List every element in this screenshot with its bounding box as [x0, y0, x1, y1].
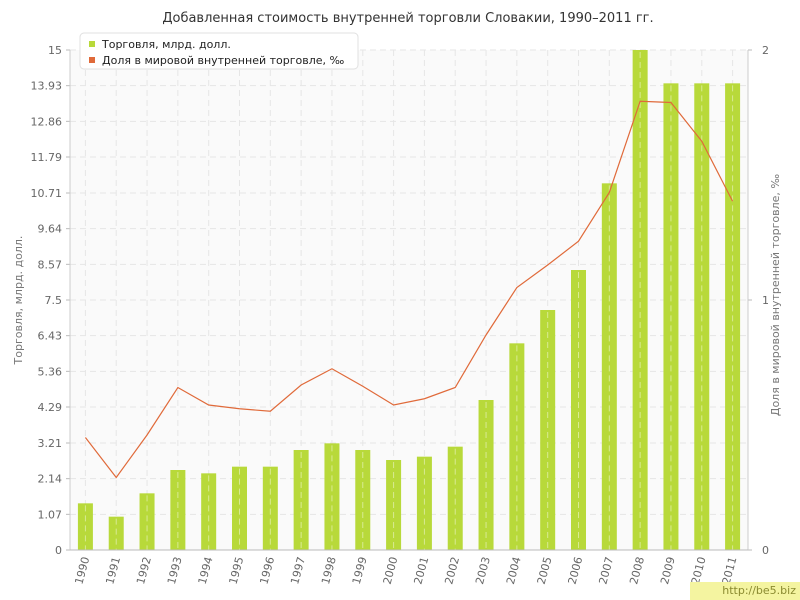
bar-series: [77, 50, 741, 551]
bar: [201, 473, 217, 550]
y-tick-label: 13.93: [31, 80, 63, 93]
y-tick-label: 5.36: [38, 365, 63, 378]
bar: [478, 400, 494, 550]
x-tick-label: 2009: [658, 555, 678, 585]
bar: [232, 466, 247, 550]
watermark: http://be5.biz: [690, 582, 800, 600]
x-tick-label: 2007: [596, 555, 616, 585]
y-tick-label: 10.71: [31, 187, 63, 200]
x-tick-label: 2004: [504, 555, 524, 585]
y-tick-label: 15: [48, 44, 62, 57]
x-tick-label: 1995: [227, 555, 247, 585]
chart-title: Добавленная стоимость внутренней торговл…: [162, 11, 653, 26]
legend-swatch: [89, 41, 95, 47]
line-path: [84, 100, 734, 479]
x-tick-label: 1990: [73, 555, 93, 585]
y2-tick-label: 1: [762, 294, 769, 307]
x-tick-label: 2005: [535, 555, 555, 585]
y-tick-label: 11.79: [31, 151, 63, 164]
x-tick-label: 1997: [288, 555, 308, 585]
y-tick-label: 2.14: [38, 473, 63, 486]
y-tick-label: 8.57: [38, 258, 63, 271]
bar: [355, 450, 371, 550]
legend-label: Торговля, млрд. долл.: [101, 38, 231, 51]
y-tick-label: 0: [55, 544, 62, 557]
legend: Торговля, млрд. долл. Доля в мировой внут…: [79, 32, 359, 70]
bar: [77, 503, 93, 550]
bar: [540, 310, 556, 550]
y-tick-label: 6.43: [38, 330, 63, 343]
x-tick-label: 2003: [473, 555, 493, 585]
bar: [416, 456, 432, 550]
y-tick-label: 4.29: [38, 401, 63, 414]
bar: [139, 493, 155, 550]
bar: [108, 516, 124, 550]
x-tick-label: 1991: [103, 555, 123, 585]
y2-axis-label: Доля в мировой внутренней торговле, ‰: [769, 174, 782, 417]
legend-swatch: [89, 57, 95, 63]
y-axis-label: Торговля, млрд. долл.: [12, 236, 25, 366]
y-tick-label: 1.07: [38, 508, 63, 521]
x-tick-label: 2001: [412, 555, 432, 585]
x-tick-label: 1998: [319, 555, 339, 585]
y2-tick-label: 0: [762, 544, 769, 557]
bar: [509, 343, 525, 550]
bar: [725, 83, 741, 550]
line-series: [84, 100, 734, 479]
bar: [663, 83, 679, 550]
legend-label: Доля в мировой внутренней торговле, ‰: [102, 54, 345, 67]
bar: [694, 83, 710, 550]
x-tick-label: 2006: [566, 555, 586, 585]
y-tick-label: 12.86: [31, 115, 63, 128]
bar: [170, 470, 186, 550]
x-tick-label: 1992: [134, 555, 154, 585]
x-tick-label: 1994: [196, 555, 216, 585]
x-tick-label: 1999: [350, 555, 370, 585]
legend-box: [79, 32, 359, 70]
bar: [601, 183, 617, 551]
y-tick-label: 9.64: [38, 223, 63, 236]
bar: [293, 450, 309, 550]
x-tick-label: 1996: [257, 555, 277, 585]
x-tick-label: 1993: [165, 555, 185, 585]
x-tick-label: 2008: [627, 555, 647, 585]
bar: [386, 460, 402, 550]
bar: [447, 446, 463, 550]
bar: [324, 443, 340, 550]
y-tick-label: 7.5: [45, 294, 63, 307]
y2-tick-label: 2: [762, 44, 769, 57]
y-tick-label: 3.21: [38, 437, 63, 450]
bar: [262, 466, 278, 550]
x-tick-label: 2000: [381, 555, 401, 585]
bar: [571, 270, 586, 550]
x-tick-label: 2002: [442, 555, 462, 585]
bar: [632, 50, 648, 550]
